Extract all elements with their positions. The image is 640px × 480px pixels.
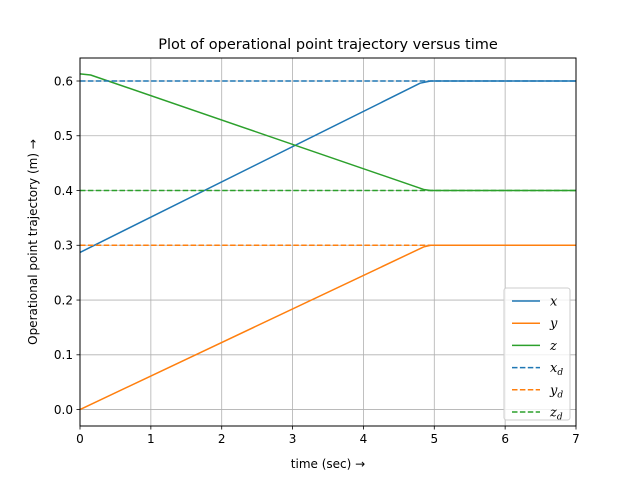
series-layer <box>79 73 576 411</box>
y-axis-label: Operational point trajectory (m) → <box>26 139 40 345</box>
y-tick-label: 0.1 <box>54 348 73 362</box>
x-tick-label: 4 <box>360 432 368 446</box>
x-tick-label: 7 <box>572 432 580 446</box>
legend-label: yd <box>549 383 563 400</box>
x-tick-label: 1 <box>147 432 155 446</box>
legend: xyz xd yd zd <box>503 287 571 423</box>
legend-label: x <box>550 295 558 310</box>
legend-label: zd <box>549 406 563 423</box>
legend-label: xd <box>550 361 563 378</box>
y-tick-label: 0.4 <box>54 184 73 198</box>
legend-box <box>503 287 571 421</box>
y-tick-label: 0.5 <box>54 129 73 143</box>
legend-label: z <box>549 339 557 354</box>
x-tick-label: 5 <box>430 432 438 446</box>
plot-frame <box>79 57 577 427</box>
x-tick-label: 6 <box>501 432 509 446</box>
y-tick-label: 0.0 <box>54 403 73 417</box>
tick-layer: 0 1 2 3 4 5 6 7 0.0 0.1 0.2 0.3 0.4 0.5 0.6 <box>54 74 580 446</box>
y-tick-label: 0.2 <box>54 293 73 307</box>
x-tick-label: 3 <box>289 432 297 446</box>
x-tick-label: 2 <box>218 432 226 446</box>
chart-title: Plot of operational point trajectory ver… <box>158 37 498 53</box>
y-tick-label: 0.6 <box>54 74 73 88</box>
x-tick-label: 0 <box>76 432 84 446</box>
x-axis-label: time (sec) → <box>291 457 365 471</box>
y-tick-label: 0.3 <box>54 239 73 253</box>
legend-label: y <box>549 317 558 332</box>
